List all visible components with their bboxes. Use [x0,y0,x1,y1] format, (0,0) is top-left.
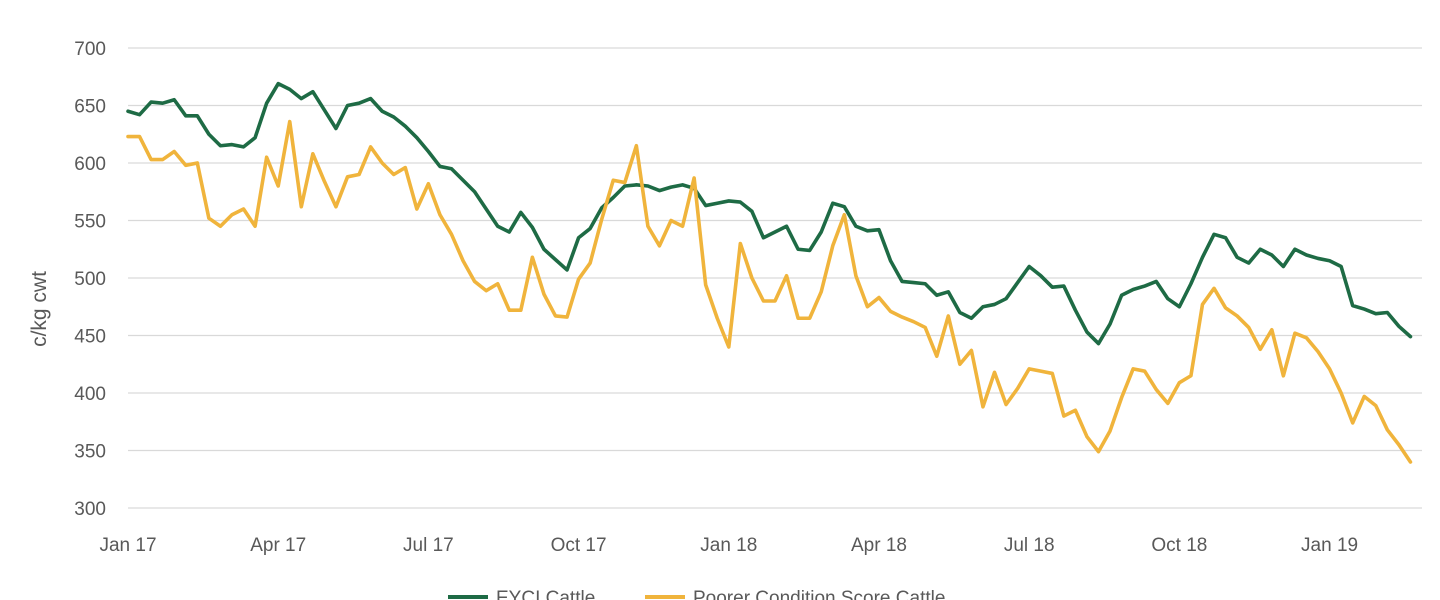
x-tick-label: Jul 18 [1004,535,1055,556]
series-lines [126,81,1413,464]
y-tick-label: 500 [74,269,106,290]
gridlines [128,47,1422,509]
y-axis-tick-labels: 300 350 400 450 500 550 600 650 700 [74,39,106,520]
x-axis-tick-labels: Jan 17 Apr 17 Jul 17 Oct 17 Jan 18 Apr 18 Jul … [99,535,1358,556]
y-axis-title: c/kg cwt [28,271,51,347]
x-tick-label: Jan 19 [1301,535,1358,556]
legend-label: EYCI Cattle [496,588,595,600]
y-tick-label: 400 [74,384,106,405]
x-tick-label: Apr 18 [851,535,907,556]
y-tick-label: 700 [74,39,106,60]
series-line-eyci-cattle [126,81,1413,346]
x-tick-label: Oct 17 [551,535,607,556]
legend-label: Poorer Condition Score Cattle [693,588,945,600]
y-tick-label: 350 [74,442,106,463]
y-tick-label: 450 [74,327,106,348]
y-tick-label: 550 [74,212,106,233]
x-tick-label: Oct 18 [1151,535,1207,556]
x-tick-label: Apr 17 [250,535,306,556]
x-tick-label: Jan 17 [99,535,156,556]
x-tick-label: Jan 18 [700,535,757,556]
legend: EYCI Cattle Poorer Condition Score Cattle [448,588,945,600]
series-line-poorer-condition-score-cattle [126,119,1413,464]
y-tick-label: 600 [74,154,106,175]
y-tick-label: 650 [74,97,106,118]
y-tick-label: 300 [74,499,106,520]
x-tick-label: Jul 17 [403,535,454,556]
